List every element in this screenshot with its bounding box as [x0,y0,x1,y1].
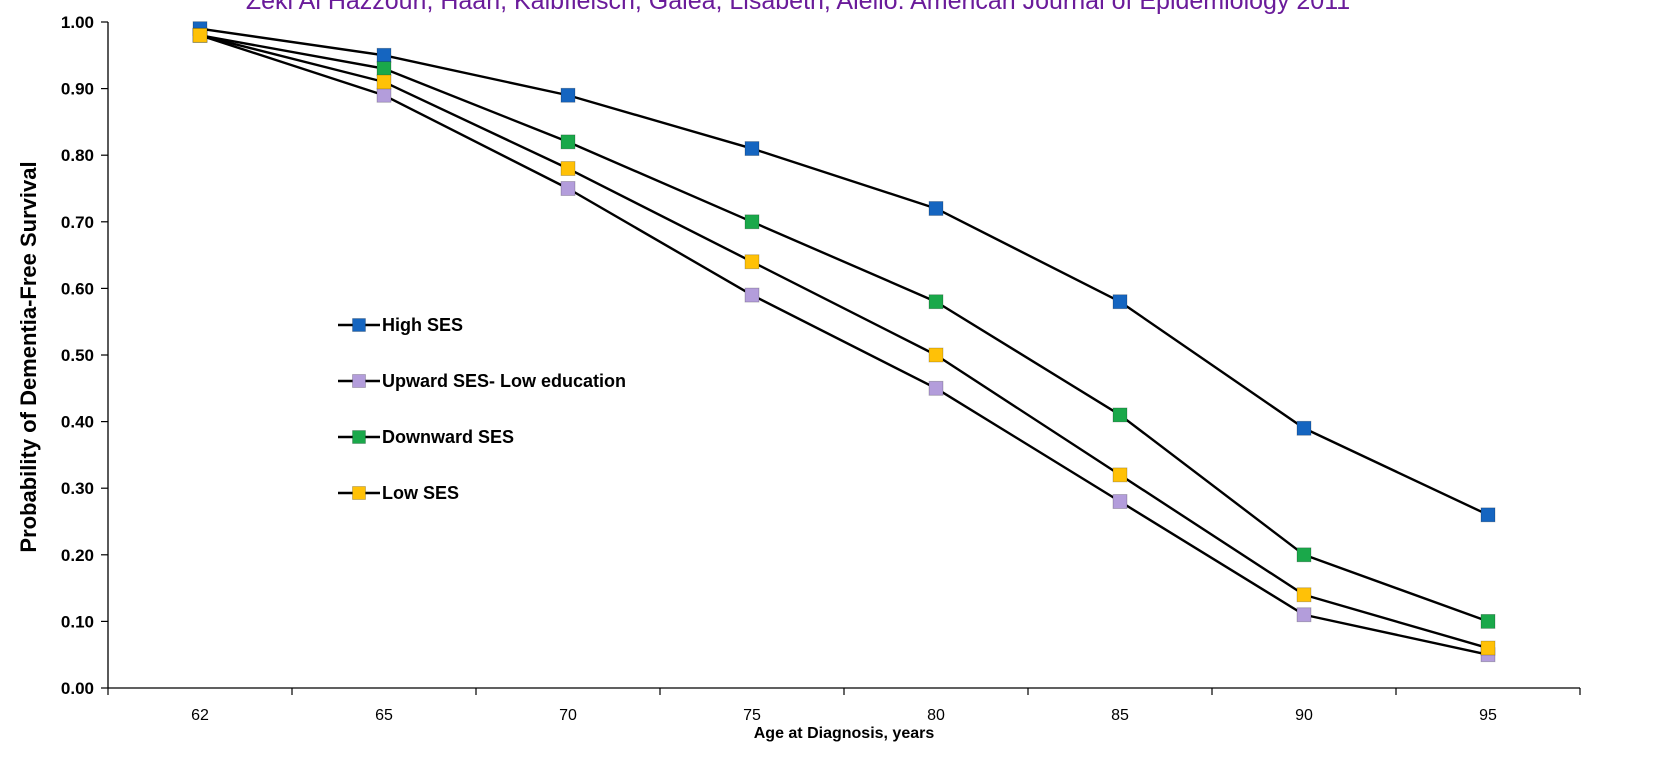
data-point [928,380,944,396]
x-tick-label: 75 [743,707,761,724]
data-point [1296,607,1312,623]
x-tick-label: 62 [191,707,209,724]
data-point [1296,420,1312,436]
legend-label: Low SES [382,483,459,503]
data-point [560,181,576,196]
legend-marker [352,486,366,500]
x-axis-title: Age at Diagnosis, years [754,725,935,742]
legend-marker [352,318,366,332]
data-point [1296,547,1312,563]
legend: High SES Upward SES- Low education Downwar… [338,315,626,503]
y-tick-label: 0.70 [61,213,94,232]
data-point [1296,587,1312,603]
data-point [1112,294,1128,310]
x-tick-label: 70 [559,707,577,724]
data-point [560,134,576,150]
y-tick-label: 0.50 [61,346,94,365]
x-tick-label: 65 [375,707,393,724]
data-point [560,161,576,176]
x-tick-label: 90 [1295,707,1313,724]
chart-title: Zeki Al Hazzouri, Haan, Kalbfleisch, Gal… [246,0,1350,15]
series-line [199,34,1489,623]
y-tick-label: 0.40 [61,413,94,432]
data-point [192,27,208,43]
x-tick-label: 95 [1479,707,1497,724]
data-point [376,74,392,90]
data-point [1480,507,1496,523]
legend-marker [352,374,366,388]
y-tick-label: 0.80 [61,146,94,165]
y-tick-label: 0.60 [61,279,94,298]
data-point [1112,467,1128,483]
y-tick-label: 0.00 [61,679,94,698]
series-line [199,27,1489,516]
legend-label: Upward SES- Low education [382,371,626,391]
series-line [199,34,1489,656]
y-tick-label: 0.10 [61,612,94,631]
data-point [744,287,760,303]
data-point [560,87,576,103]
data-point [744,254,760,270]
y-tick-label: 0.20 [61,546,94,565]
data-point [1480,614,1496,629]
legend-label: High SES [382,315,463,335]
legend-marker [352,430,366,444]
data-point [744,141,760,156]
legend-label: Downward SES [382,427,514,447]
x-tick-label: 80 [927,707,945,724]
series-lines [199,27,1489,656]
y-tick-label: 1.00 [61,13,94,32]
data-point [928,201,944,216]
data-point [376,61,392,77]
data-point [1112,407,1128,423]
y-axis-title: Probability of Dementia-Free Survival [16,161,41,552]
data-point [928,294,944,310]
data-point [376,87,392,103]
data-point [1480,640,1496,656]
axes: 0.00 0.10 0.20 0.30 0.40 0.50 0.60 0.70 0.80 0.90… [61,13,1581,724]
x-tick-label: 85 [1111,707,1129,724]
series-line [199,34,1489,650]
y-tick-label: 0.30 [61,479,94,498]
y-tick-label: 0.90 [61,80,94,99]
data-point [376,47,392,63]
series-markers [192,21,1496,663]
data-point [744,214,760,230]
data-point [1112,494,1128,509]
data-point [928,347,944,363]
